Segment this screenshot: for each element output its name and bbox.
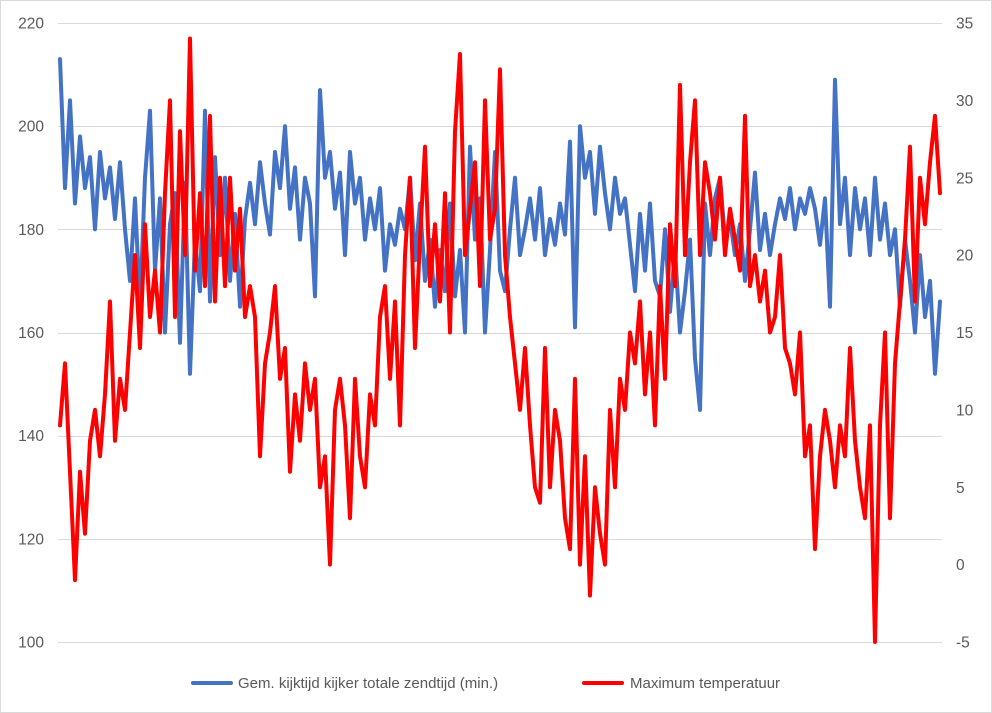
y-left-tick-label: 200 — [18, 119, 44, 136]
y-right-tick-label: 10 — [956, 402, 974, 419]
legend: Gem. kijktijd kijker totale zendtijd (mi… — [191, 675, 780, 692]
y-left-tick-label: 140 — [18, 428, 44, 445]
y-left-tick-label: 180 — [18, 222, 44, 239]
y-right-tick-label: 0 — [956, 557, 965, 574]
plot-series — [58, 36, 942, 644]
y-right-tick-label: 25 — [956, 170, 973, 187]
y-left-tick-label: 220 — [18, 16, 44, 33]
y-right-tick-label: 35 — [956, 16, 973, 33]
y-left-tick-label: 120 — [18, 531, 44, 548]
y-right-axis-labels: 35 30 25 20 15 10 5 0 -5 — [956, 16, 974, 652]
series-line-temperatuur — [58, 36, 942, 644]
y-left-axis-labels: 220 200 180 160 140 120 100 — [18, 16, 44, 652]
y-right-tick-label: 5 — [956, 480, 965, 497]
y-right-tick-label: 15 — [956, 325, 973, 342]
legend-label-kijktijd: Gem. kijktijd kijker totale zendtijd (mi… — [238, 675, 498, 692]
legend-label-temperatuur: Maximum temperatuur — [630, 675, 780, 692]
y-right-tick-label: 20 — [956, 248, 974, 265]
y-right-tick-label: 30 — [956, 93, 974, 110]
y-right-tick-label: -5 — [956, 635, 970, 652]
y-left-tick-label: 100 — [18, 635, 44, 652]
y-left-tick-label: 160 — [18, 325, 44, 342]
